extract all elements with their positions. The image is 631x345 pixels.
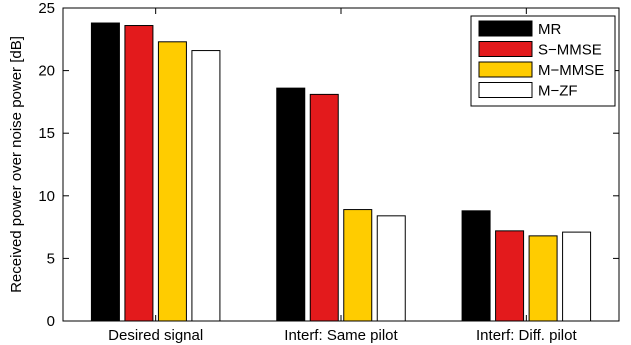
x-tick-label: Interf: Diff. pilot bbox=[476, 327, 577, 344]
x-tick-label: Desired signal bbox=[108, 327, 203, 344]
legend-swatch bbox=[478, 61, 533, 78]
y-axis-label: Received power over noise power [dB] bbox=[8, 36, 25, 293]
legend-swatch bbox=[478, 41, 533, 57]
legend-swatch bbox=[478, 82, 533, 98]
y-tick-label: 5 bbox=[47, 250, 55, 267]
bars bbox=[90, 22, 592, 322]
y-tick-label: 25 bbox=[38, 0, 55, 17]
bar-m-mmse-0 bbox=[157, 41, 187, 322]
ticks: 0 5 10 15 20 25 Desired signal Interf: Same pil… bbox=[38, 0, 619, 344]
y-tick-label: 10 bbox=[38, 188, 55, 205]
bar-mr-2 bbox=[461, 210, 491, 322]
bar-m-mmse-1 bbox=[343, 209, 373, 322]
bar-mr-0 bbox=[90, 22, 120, 322]
legend-label: M−ZF bbox=[538, 83, 578, 100]
y-tick-label: 15 bbox=[38, 125, 55, 142]
bar-m-zf-2 bbox=[562, 231, 592, 322]
bar-s-mmse-1 bbox=[309, 93, 339, 322]
y-tick-label: 0 bbox=[47, 313, 55, 330]
bar-m-zf-0 bbox=[191, 50, 221, 322]
y-tick-label: 20 bbox=[38, 63, 55, 80]
legend-label: M−MMSE bbox=[538, 62, 604, 79]
x-tick-label: Interf: Same pilot bbox=[284, 327, 398, 344]
bar-s-mmse-2 bbox=[495, 230, 525, 322]
bar-mr-1 bbox=[276, 87, 306, 322]
legend-label: S−MMSE bbox=[538, 42, 602, 59]
legend-swatch bbox=[478, 20, 533, 37]
legend: MR S−MMSE M−MMSE M−ZF bbox=[470, 15, 616, 107]
legend-label: MR bbox=[538, 21, 561, 38]
bar-m-zf-1 bbox=[376, 215, 406, 322]
bar-m-mmse-2 bbox=[528, 235, 558, 322]
bar-s-mmse-0 bbox=[124, 25, 154, 322]
